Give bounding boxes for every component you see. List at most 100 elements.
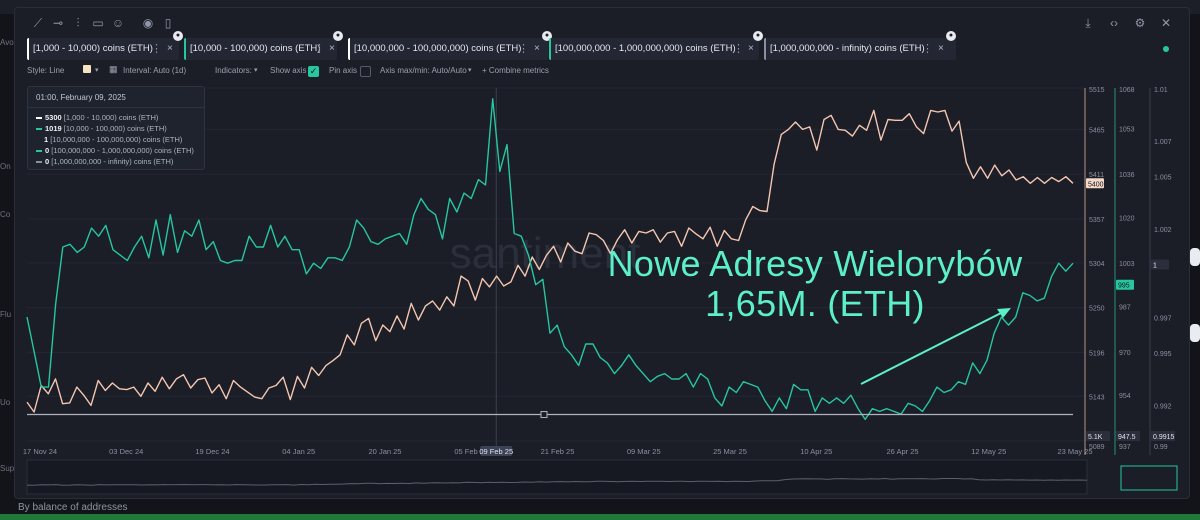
indicators-dropdown[interactable]: Indicators: (215, 66, 252, 75)
tab-label: [10,000,000 - 100,000,000) coins (ETH) (354, 43, 522, 54)
combine-metrics-button[interactable]: + Combine metrics (482, 66, 549, 75)
close-icon[interactable]: × (534, 43, 540, 54)
axis-minmax-dropdown[interactable]: Axis max/min: Auto/Auto (380, 66, 467, 75)
crosshair-date-label: 09 Feb 25 (479, 447, 513, 456)
metric-tab[interactable]: [1,000 - 10,000) coins (ETH) ⋮ × ● (27, 31, 183, 60)
series-handle (540, 411, 548, 419)
x-tick-label: 12 May 25 (971, 447, 1006, 456)
series-swatch (36, 161, 42, 163)
footer-label: By balance of addresses (18, 502, 128, 513)
side-badge[interactable] (1190, 248, 1200, 266)
lock-icon[interactable]: ● (753, 31, 763, 41)
more-icon[interactable]: ⋮ (314, 43, 325, 55)
lock-icon[interactable]: ● (542, 31, 552, 41)
more-icon[interactable]: ⋮ (151, 43, 162, 55)
left-sidebar: Avo On Co Flu Uo Sup (0, 14, 14, 498)
chevron-down-icon[interactable]: ▾ (468, 67, 472, 74)
y-tick-label: 1003 (1119, 261, 1135, 268)
vertical-line-icon[interactable]: ⫶ (76, 16, 80, 30)
y-tick-label: 5250 (1089, 306, 1105, 313)
more-icon[interactable]: ⋮ (733, 43, 744, 55)
tab-label: [100,000,000 - 1,000,000,000) coins (ETH… (555, 43, 736, 54)
download-icon[interactable]: ⤓ (1085, 16, 1091, 30)
y-tick-label: 1.007 (1154, 139, 1172, 146)
x-tick-label: 09 Mar 25 (627, 447, 661, 456)
chevron-down-icon[interactable]: ▾ (254, 67, 258, 74)
show-axis-checkbox[interactable]: ✓ (308, 66, 319, 77)
y-tick-label: 1.002 (1154, 227, 1172, 234)
color-swatch[interactable] (83, 65, 91, 73)
metric-tab[interactable]: [100,000,000 - 1,000,000,000) coins (ETH… (549, 31, 763, 60)
x-tick-label: 03 Dec 24 (109, 447, 143, 456)
gear-icon[interactable]: ⚙ (1134, 16, 1146, 30)
x-tick-label: 17 Nov 24 (23, 447, 57, 456)
close-icon[interactable]: × (938, 43, 944, 54)
pin-axis-checkbox[interactable] (360, 66, 371, 77)
lock-icon[interactable]: ● (173, 31, 183, 41)
chevron-down-icon[interactable]: ▾ (95, 67, 99, 74)
min-value-badge (1086, 431, 1110, 441)
y-tick-label: 954 (1119, 393, 1131, 400)
lock-icon[interactable]: ● (946, 31, 956, 41)
y-tick-label: 1020 (1119, 215, 1135, 222)
close-icon[interactable]: ✕ (1160, 16, 1172, 30)
legend-row: 1 [10,000,000 - 100,000,000) coins (ETH) (44, 135, 182, 144)
close-icon[interactable]: × (748, 43, 754, 54)
sidebar-label: Co (0, 210, 11, 219)
eye-icon[interactable]: ◉ (142, 16, 154, 30)
metric-tab[interactable]: [10,000,000 - 100,000,000) coins (ETH) ⋮… (348, 31, 552, 60)
current-value-badge (1116, 279, 1134, 290)
show-axis-label: Show axis (270, 66, 307, 75)
divider (28, 107, 204, 108)
close-icon[interactable]: × (167, 43, 173, 54)
emoji-icon[interactable]: ☺ (111, 16, 125, 30)
legend-label: [10,000 - 100,000) coins (ETH) (63, 124, 167, 133)
series-swatch (36, 117, 42, 119)
tooltip-legend: 01:00, February 09, 2025 5300 [1,000 - 1… (27, 86, 205, 170)
sidebar-label: Avo (0, 38, 14, 47)
annotation-line: 1,65M. (ETH) (705, 283, 925, 324)
chart-toolbar: ⟋ ⊸ ⫶ ▭ ☺ ◉ ▯ ⤓ ‹› ⚙ ✕ (15, 8, 1189, 38)
embed-icon[interactable]: ‹› (1110, 16, 1118, 30)
line-tool-icon[interactable]: ⟋ (33, 16, 43, 30)
status-dot (1163, 46, 1169, 52)
side-badge[interactable] (1190, 324, 1200, 342)
y-tick-label: 987 (1119, 304, 1131, 311)
interval-dropdown[interactable]: Interval: Auto (1d) (123, 66, 187, 75)
legend-value: 1 (44, 135, 49, 144)
ray-tool-icon[interactable]: ⊸ (52, 16, 64, 30)
metric-tab[interactable]: [1,000,000,000 - infinity) coins (ETH) ⋮… (764, 31, 956, 60)
legend-value: 5300 (45, 113, 62, 122)
annotation-arrow (860, 311, 1004, 385)
trash-icon[interactable]: ▯ (164, 16, 172, 30)
x-tick-label: 25 Mar 25 (713, 447, 747, 456)
sidebar-label: Sup (0, 464, 15, 473)
note-icon[interactable]: ▭ (92, 16, 104, 30)
x-tick-label: 05 Feb 25 (454, 447, 488, 456)
style-dropdown[interactable]: Style: Line (27, 66, 65, 75)
series-swatch (36, 128, 42, 130)
x-tick-label: 21 Feb 25 (541, 447, 575, 456)
min-value-label: 947.5 (1118, 434, 1136, 441)
legend-label: [1,000 - 10,000) coins (ETH) (63, 113, 159, 122)
legend-label: [100,000,000 - 1,000,000,000) coins (ETH… (51, 146, 194, 155)
y-tick-label: 1068 (1119, 87, 1135, 94)
current-value-label: 5400 (1088, 181, 1104, 188)
y-tick-label: 1036 (1119, 172, 1135, 179)
y-tick-label: 5089 (1089, 444, 1105, 451)
current-value-label: 1 (1153, 263, 1157, 270)
more-icon[interactable]: ⋮ (922, 43, 933, 55)
close-icon[interactable]: × (329, 43, 335, 54)
metric-tab[interactable]: [10,000 - 100,000) coins (ETH) ⋮ × ● (184, 31, 343, 60)
arrow-head (997, 308, 1011, 318)
x-tick-label: 23 May 25 (1057, 447, 1092, 456)
x-tick-label: 04 Jan 25 (282, 447, 315, 456)
y-tick-label: 5143 (1089, 394, 1105, 401)
current-value-label: 995 (1118, 283, 1130, 290)
more-icon[interactable]: ⋮ (518, 43, 529, 55)
legend-value: 1019 (45, 124, 62, 133)
lock-icon[interactable]: ● (333, 31, 343, 41)
legend-value: 0 (45, 146, 50, 155)
min-value-label: 0.9915 (1153, 434, 1175, 441)
watermark: santiment (450, 229, 641, 278)
